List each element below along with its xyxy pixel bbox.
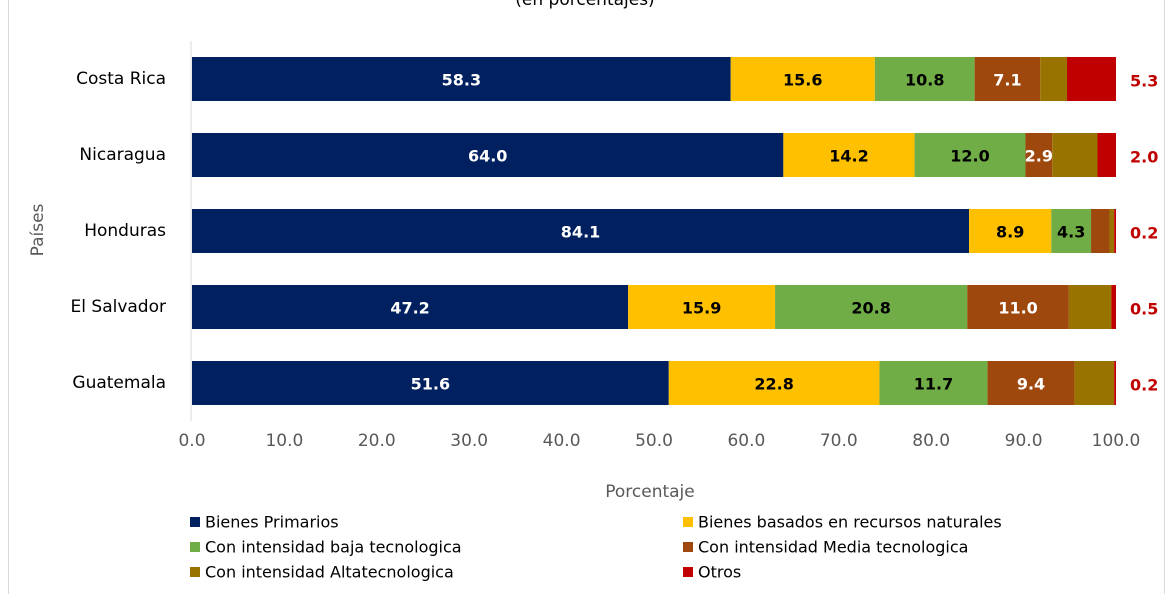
y-tick-label: El Salvador bbox=[71, 297, 166, 317]
legend-label: Con intensidad Altatecnologica bbox=[205, 563, 454, 582]
x-tick-label: 30.0 bbox=[450, 431, 488, 451]
bar-segment bbox=[1109, 209, 1115, 253]
x-tick-label: 80.0 bbox=[912, 431, 950, 451]
data-label: 9.4 bbox=[1017, 375, 1045, 394]
data-label: 11.7 bbox=[914, 375, 953, 394]
data-label: 0.2 bbox=[1130, 224, 1158, 243]
legend-swatch bbox=[683, 517, 693, 527]
chart-subtitle: (en porcentajes) bbox=[515, 0, 654, 10]
bar-segment bbox=[783, 133, 915, 177]
data-label: 0.5 bbox=[1130, 300, 1158, 319]
bar-segment bbox=[1074, 361, 1115, 405]
bar-segment bbox=[192, 361, 669, 405]
x-axis-label: Porcentaje bbox=[605, 482, 695, 502]
data-label: 84.1 bbox=[561, 223, 600, 242]
x-tick-label: 40.0 bbox=[543, 431, 581, 451]
data-label: 51.6 bbox=[411, 375, 450, 394]
bar-segment bbox=[874, 57, 975, 101]
legend-label: Con intensidad Media tecnologica bbox=[698, 538, 968, 557]
bar-segment bbox=[1025, 133, 1053, 177]
data-label: 5.3 bbox=[1130, 72, 1158, 91]
x-tick-label: 10.0 bbox=[265, 431, 303, 451]
bar-segment bbox=[628, 285, 776, 329]
data-label: 64.0 bbox=[468, 147, 507, 166]
x-tick-label: 100.0 bbox=[1092, 431, 1141, 451]
bar-segment bbox=[1040, 57, 1068, 101]
data-label: 22.8 bbox=[754, 375, 793, 394]
y-tick-label: Costa Rica bbox=[76, 69, 166, 89]
legend-swatch bbox=[190, 517, 200, 527]
data-label: 0.2 bbox=[1130, 376, 1158, 395]
bar-segment bbox=[974, 57, 1041, 101]
bar-segment bbox=[1114, 361, 1116, 405]
data-label: 58.3 bbox=[442, 71, 481, 90]
bar-segment bbox=[967, 285, 1069, 329]
bar-segment bbox=[879, 361, 988, 405]
bar-segment bbox=[668, 361, 880, 405]
data-label: 20.8 bbox=[851, 299, 890, 318]
data-label: 10.8 bbox=[905, 71, 944, 90]
data-label: 11.0 bbox=[998, 299, 1037, 318]
data-label: 2.9 bbox=[1025, 147, 1053, 166]
data-label: 2.0 bbox=[1130, 148, 1158, 167]
y-tick-label: Guatemala bbox=[72, 373, 166, 393]
bar-segment bbox=[1111, 285, 1116, 329]
x-tick-label: 60.0 bbox=[727, 431, 765, 451]
y-tick-label: Honduras bbox=[84, 221, 166, 241]
bar-segment bbox=[192, 285, 629, 329]
data-label: 7.1 bbox=[993, 71, 1021, 90]
data-label: 8.9 bbox=[996, 223, 1024, 242]
legend-swatch bbox=[683, 542, 693, 552]
bar-segment bbox=[914, 133, 1026, 177]
data-label: 15.6 bbox=[783, 71, 822, 90]
legend-label: Bienes Primarios bbox=[205, 513, 339, 532]
bar-segment bbox=[1067, 57, 1116, 101]
legend-swatch bbox=[190, 567, 200, 577]
x-tick-label: 50.0 bbox=[635, 431, 673, 451]
bar-segment bbox=[192, 209, 970, 253]
bar-segment bbox=[1114, 209, 1116, 253]
x-tick-label: 70.0 bbox=[820, 431, 858, 451]
data-label: 15.9 bbox=[682, 299, 721, 318]
legend-label: Otros bbox=[698, 563, 741, 582]
bar-segment bbox=[969, 209, 1052, 253]
x-tick-label: 20.0 bbox=[358, 431, 396, 451]
bar-segment bbox=[1097, 133, 1116, 177]
legend-label: Bienes basados en recursos naturales bbox=[698, 513, 1002, 532]
data-label: 4.3 bbox=[1057, 223, 1085, 242]
legend-swatch bbox=[683, 567, 693, 577]
bar-segment bbox=[1052, 133, 1098, 177]
bar-segment bbox=[192, 133, 784, 177]
x-tick-label: 0.0 bbox=[178, 431, 205, 451]
bar-segment bbox=[1091, 209, 1110, 253]
bar-segment bbox=[987, 361, 1075, 405]
y-axis-label: Países bbox=[28, 203, 48, 256]
bar-segment bbox=[192, 57, 731, 101]
bar-segment bbox=[1051, 209, 1092, 253]
chart-frame bbox=[8, 0, 1165, 594]
y-tick-label: Nicaragua bbox=[79, 145, 166, 165]
data-label: 12.0 bbox=[950, 147, 989, 166]
legend-label: Con intensidad baja tecnologica bbox=[205, 538, 462, 557]
bar-segment bbox=[730, 57, 875, 101]
data-label: 14.2 bbox=[829, 147, 868, 166]
x-tick-label: 90.0 bbox=[1005, 431, 1043, 451]
legend-swatch bbox=[190, 542, 200, 552]
data-label: 47.2 bbox=[390, 299, 429, 318]
bar-segment bbox=[1068, 285, 1112, 329]
bar-segment bbox=[775, 285, 968, 329]
